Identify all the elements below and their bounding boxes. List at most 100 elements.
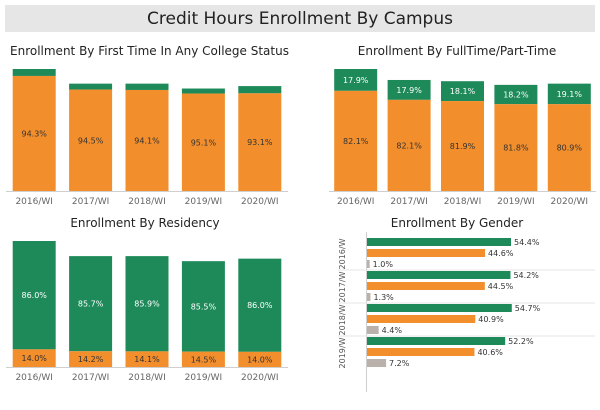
gender-year-tick: 2016/W (338, 238, 347, 269)
first-time-chart-title: Enrollment By First Time In Any College … (10, 44, 289, 58)
residency-chart-title: Enrollment By Residency (70, 216, 220, 230)
gender-bar-orange (367, 315, 476, 323)
first-time-x-tick: 2018/WI (128, 197, 166, 207)
gender-bar-gray (367, 326, 379, 334)
fulltime-green-label: 18.2% (503, 91, 529, 100)
first-time-bar-green (69, 83, 113, 90)
gender-green-label: 54.7% (515, 304, 541, 313)
fulltime-orange-label: 81.8% (503, 144, 529, 153)
first-time-bar-orange (181, 93, 225, 191)
gender-year-tick: 2017/W (338, 271, 347, 302)
residency-bar-orange (12, 349, 56, 367)
first-time-bar-orange (69, 89, 113, 191)
residency-bar-green (12, 241, 56, 350)
fulltime-bar-orange (441, 101, 484, 191)
fulltime-chart-title: Enrollment By FullTime/Part-Time (357, 44, 557, 58)
residency-orange-label: 14.2% (78, 355, 104, 364)
fulltime-bar-orange (334, 90, 378, 191)
residency-orange-label: 14.0% (21, 354, 47, 363)
first-time-bar-green (12, 69, 56, 76)
residency-x-tick: 2019/WI (185, 373, 223, 383)
residency-bar-green (69, 256, 113, 352)
residency-bar-green (125, 256, 169, 352)
fulltime-green-label: 19.1% (557, 90, 583, 99)
residency-bar-green (238, 258, 282, 352)
gender-gray-label: 7.2% (389, 359, 410, 368)
residency-bar-orange (238, 351, 282, 367)
fulltime-x-tick: 2016/WI (337, 197, 375, 207)
gender-orange-label: 40.6% (477, 348, 503, 357)
gender-gray-label: 1.3% (373, 293, 394, 302)
first-time-bar-green (125, 83, 169, 90)
fulltime-green-label: 17.9% (396, 86, 422, 95)
fulltime-x-tick: 2017/WI (390, 197, 428, 207)
fulltime-orange-label: 82.1% (396, 141, 422, 150)
first-time-bar-green (238, 86, 282, 94)
gender-bar-green (367, 271, 511, 279)
fulltime-bar-orange (547, 104, 591, 191)
residency-green-label: 85.9% (134, 300, 160, 309)
residency-bar-orange (125, 351, 169, 367)
gender-gray-label: 1.0% (373, 260, 394, 269)
residency-x-tick: 2018/WI (128, 373, 166, 383)
gender-green-label: 52.2% (508, 337, 534, 346)
fulltime-orange-label: 82.1% (343, 137, 369, 146)
first-time-orange-label: 94.5% (78, 136, 104, 145)
fulltime-x-tick: 2019/WI (497, 197, 535, 207)
gender-bar-green (367, 238, 511, 246)
gender-bar-orange (367, 282, 485, 290)
first-time-orange-label: 94.3% (21, 129, 47, 138)
first-time-bar-orange (238, 93, 282, 191)
gender-green-label: 54.4% (514, 238, 540, 247)
fulltime-green-label: 18.1% (450, 87, 476, 96)
gender-green-label: 54.2% (513, 271, 539, 280)
first-time-x-tick: 2019/WI (185, 197, 223, 207)
fulltime-x-tick: 2018/WI (444, 197, 482, 207)
gender-bar-gray (367, 293, 371, 301)
gender-orange-label: 44.5% (488, 282, 514, 291)
dashboard-title: Credit Hours Enrollment By Campus (5, 5, 595, 32)
gender-bar-gray (367, 359, 387, 367)
gender-gray-label: 4.4% (382, 326, 403, 335)
residency-x-tick: 2017/WI (72, 373, 110, 383)
residency-green-label: 86.0% (247, 301, 273, 310)
residency-orange-label: 14.5% (191, 355, 217, 364)
residency-x-tick: 2016/WI (15, 373, 53, 383)
first-time-x-tick: 2020/WI (241, 197, 279, 207)
gender-orange-label: 40.9% (478, 315, 504, 324)
residency-orange-label: 14.0% (247, 355, 273, 364)
gender-bar-green (367, 337, 506, 345)
first-time-bar-orange (12, 75, 56, 191)
fulltime-bar-green (494, 84, 538, 105)
fulltime-bar-green (387, 79, 431, 100)
fulltime-orange-label: 81.9% (450, 142, 476, 151)
residency-bar-orange (181, 351, 225, 367)
gender-orange-label: 44.6% (488, 249, 514, 258)
first-time-x-tick: 2017/WI (72, 197, 110, 207)
gender-bar-orange (367, 348, 475, 356)
fulltime-bar-orange (387, 99, 431, 191)
residency-bar-orange (69, 351, 113, 367)
residency-green-label: 86.0% (21, 291, 47, 300)
residency-green-label: 85.5% (191, 302, 217, 311)
gender-chart-title: Enrollment By Gender (390, 216, 524, 230)
gender-year-tick: 2018/W (338, 304, 347, 335)
fulltime-bar-orange (494, 104, 538, 191)
gender-bar-green (367, 304, 512, 312)
first-time-x-tick: 2016/WI (15, 197, 53, 207)
first-time-bar-orange (125, 89, 169, 191)
fulltime-bar-green (547, 83, 591, 105)
first-time-orange-label: 95.1% (191, 138, 217, 147)
fulltime-bar-green (441, 81, 484, 102)
first-time-orange-label: 93.1% (247, 138, 273, 147)
fulltime-bar-green (334, 69, 378, 91)
fulltime-x-tick: 2020/WI (551, 197, 589, 207)
residency-bar-green (181, 261, 225, 352)
first-time-orange-label: 94.1% (134, 136, 160, 145)
fulltime-orange-label: 80.9% (557, 144, 583, 153)
gender-bar-gray (367, 260, 370, 268)
residency-x-tick: 2020/WI (241, 373, 279, 383)
gender-bar-orange (367, 249, 486, 257)
fulltime-green-label: 17.9% (343, 76, 369, 85)
